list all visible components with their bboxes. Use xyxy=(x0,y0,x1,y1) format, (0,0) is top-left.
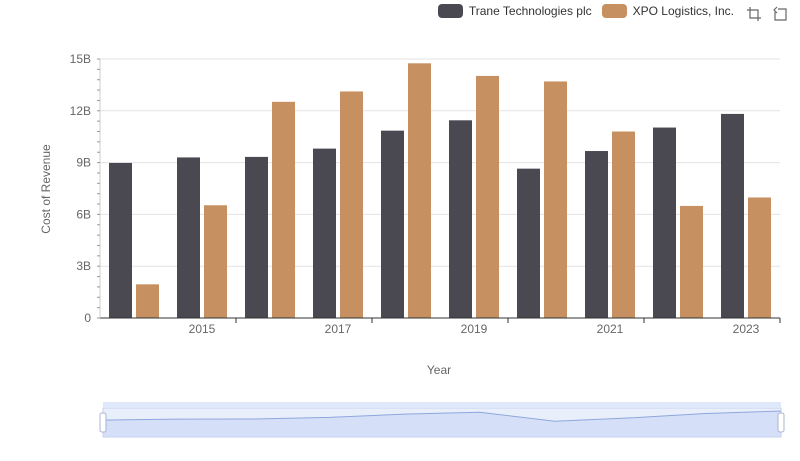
x-tick-label: 2023 xyxy=(733,322,760,336)
bar-trane-2022[interactable] xyxy=(653,127,676,318)
y-tick-label: 9B xyxy=(76,156,91,170)
x-axis: 2015 2017 2019 2021 2023 xyxy=(100,317,781,336)
legend-label-xpo: XPO Logistics, Inc. xyxy=(632,4,734,18)
y-axis-title: Cost of Revenue xyxy=(39,144,53,234)
bar-trane-2016[interactable] xyxy=(245,156,268,318)
legend-swatch-xpo xyxy=(601,4,627,18)
bar-xpo-2023[interactable] xyxy=(748,197,771,318)
grid-lines xyxy=(100,58,780,319)
zoom-preview-line xyxy=(102,410,782,422)
bar-xpo-2022[interactable] xyxy=(680,205,703,318)
bar-xpo-2017[interactable] xyxy=(340,91,363,318)
x-axis-title: Year xyxy=(427,363,451,377)
bar-trane-2019[interactable] xyxy=(449,120,472,319)
bar-xpo-2019[interactable] xyxy=(476,75,499,319)
y-axis: 0 3B 6B 9B 12B 15B xyxy=(70,52,101,325)
y-tick-label: 3B xyxy=(76,259,91,273)
restore-icon[interactable] xyxy=(772,6,788,22)
bars xyxy=(109,63,771,319)
bar-xpo-2018[interactable] xyxy=(408,63,431,318)
bar-trane-2020[interactable] xyxy=(517,168,540,318)
legend: Trane Technologies plc XPO Logistics, In… xyxy=(437,4,734,18)
data-zoom-slider xyxy=(99,402,785,438)
bar-trane-2014[interactable] xyxy=(109,162,132,318)
y-tick-label: 15B xyxy=(70,52,91,66)
bar-trane-2021[interactable] xyxy=(585,151,608,318)
y-tick-label: 0 xyxy=(84,311,91,325)
y-tick-label: 12B xyxy=(70,104,91,118)
bar-xpo-2016[interactable] xyxy=(272,101,295,318)
zoom-icon[interactable] xyxy=(746,6,762,22)
x-tick-label: 2019 xyxy=(461,322,488,336)
legend-label-trane: Trane Technologies plc xyxy=(468,4,592,18)
zoom-handle-left[interactable] xyxy=(99,412,107,433)
legend-swatch-trane xyxy=(437,4,463,18)
x-tick-label: 2017 xyxy=(325,322,352,336)
zoom-handle-right[interactable] xyxy=(777,412,785,433)
toolbox xyxy=(746,6,788,22)
bar-xpo-2014[interactable] xyxy=(136,284,159,318)
x-tick-label: 2015 xyxy=(189,322,216,336)
y-tick-label: 6B xyxy=(76,207,91,221)
bar-trane-2018[interactable] xyxy=(381,130,404,318)
zoom-preview-area xyxy=(103,411,781,437)
bar-xpo-2020[interactable] xyxy=(544,81,567,319)
zoom-move-handle[interactable] xyxy=(103,402,781,408)
bar-xpo-2021[interactable] xyxy=(612,131,635,318)
legend-item-trane[interactable]: Trane Technologies plc xyxy=(437,4,592,18)
bar-trane-2017[interactable] xyxy=(313,148,336,318)
legend-item-xpo[interactable]: XPO Logistics, Inc. xyxy=(601,4,734,18)
bar-xpo-2015[interactable] xyxy=(204,205,227,318)
bar-trane-2015[interactable] xyxy=(177,157,200,318)
bar-trane-2023[interactable] xyxy=(721,113,744,319)
x-tick-label: 2021 xyxy=(597,322,624,336)
